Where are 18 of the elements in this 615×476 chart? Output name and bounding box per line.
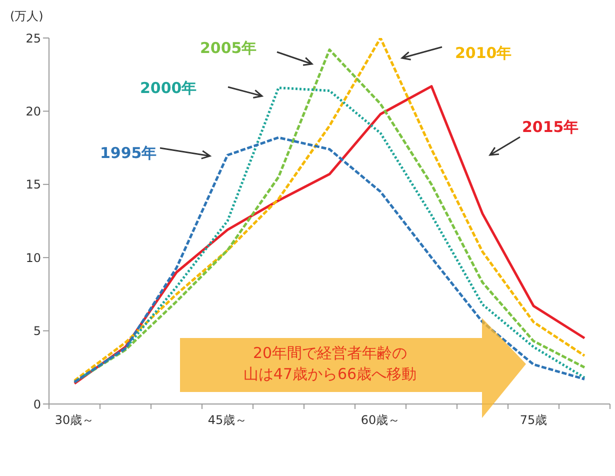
x-tick-label: 30歳～ (54, 413, 94, 427)
y-tick-label: 5 (33, 324, 41, 338)
line-series (73, 136, 586, 384)
text: 2015年 (522, 118, 579, 136)
y-tick-label: 15 (26, 178, 41, 192)
text: 2000年 (140, 79, 197, 97)
y-tick-label: 10 (26, 250, 41, 265)
y-tick-label: 0 (33, 397, 41, 412)
x-tick-label: 45歳～ (208, 413, 248, 427)
text: 2010年 (455, 44, 512, 62)
annotation: 20年間で経営者年齢の山は47歳から66歳へ移動 (242, 343, 418, 385)
x-tick-label: 75歳 (520, 413, 548, 427)
x-tick-label: 60歳～ (360, 413, 400, 427)
text: 1995年 (100, 144, 157, 162)
y-tick-label: 25 (26, 31, 41, 46)
y-tick-label: 20 (26, 104, 41, 118)
y-axis-title: (万人) (10, 9, 44, 23)
text: 2005年 (200, 39, 257, 57)
